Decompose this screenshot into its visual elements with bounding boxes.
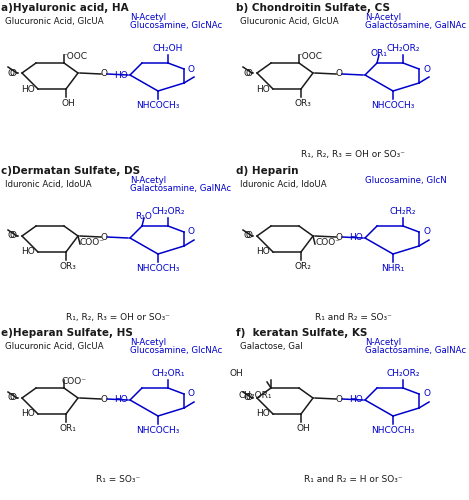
Text: Galactose, Gal: Galactose, Gal [240, 342, 303, 351]
Text: O: O [8, 394, 15, 402]
Text: COO⁻: COO⁻ [62, 377, 87, 386]
Text: CH₂OR₂: CH₂OR₂ [386, 369, 420, 378]
Text: N-Acetyl: N-Acetyl [365, 13, 401, 22]
Text: HO: HO [349, 234, 363, 242]
Text: Glucuronic Acid, GlcUA: Glucuronic Acid, GlcUA [5, 17, 104, 26]
Text: O: O [245, 394, 252, 402]
Text: Galactosamine, GalNAc: Galactosamine, GalNAc [130, 184, 231, 193]
Text: R₁O: R₁O [136, 212, 152, 221]
Text: ⁻OOC: ⁻OOC [297, 52, 322, 61]
Text: e)Heparan Sulfate, HS: e)Heparan Sulfate, HS [1, 328, 133, 338]
Text: NHCOCH₃: NHCOCH₃ [136, 264, 180, 273]
Text: HO: HO [256, 410, 270, 418]
Text: Iduronic Acid, IdoUA: Iduronic Acid, IdoUA [5, 180, 91, 189]
Text: O: O [188, 390, 195, 398]
Text: O: O [10, 232, 17, 240]
Text: HO: HO [256, 248, 270, 256]
Text: CH₂R₂: CH₂R₂ [390, 207, 416, 216]
Text: Galactosamine, GalNAc: Galactosamine, GalNAc [365, 21, 466, 30]
Text: COO⁻: COO⁻ [315, 238, 340, 247]
Text: CH₂OR₁: CH₂OR₁ [238, 392, 272, 400]
Text: Galactosamine, GalNAc: Galactosamine, GalNAc [365, 346, 466, 355]
Text: CH₂OR₂: CH₂OR₂ [151, 207, 185, 216]
Text: HO: HO [256, 84, 270, 94]
Text: N-Acetyl: N-Acetyl [130, 13, 166, 22]
Text: O: O [423, 390, 430, 398]
Text: R₁ and R₂ = H or SO₃⁻: R₁ and R₂ = H or SO₃⁻ [304, 475, 402, 484]
Text: N-Acetyl: N-Acetyl [365, 338, 401, 347]
Text: O: O [188, 64, 195, 74]
Text: HO: HO [21, 84, 35, 94]
Text: O: O [8, 68, 15, 78]
Text: O: O [423, 228, 430, 236]
Text: Glucosamine, GlcNAc: Glucosamine, GlcNAc [130, 346, 222, 355]
Text: OH: OH [229, 370, 243, 378]
Text: NHCOCH₃: NHCOCH₃ [371, 426, 415, 435]
Text: O: O [335, 394, 342, 404]
Text: O: O [10, 68, 17, 78]
Text: HO: HO [114, 70, 128, 80]
Text: O: O [423, 64, 430, 74]
Text: OH: OH [61, 99, 75, 108]
Text: R₁ = SO₃⁻: R₁ = SO₃⁻ [96, 475, 140, 484]
Text: O: O [243, 68, 250, 78]
Text: Glucosamine, GlcN: Glucosamine, GlcN [365, 176, 447, 185]
Text: R₁ and R₂ = SO₃⁻: R₁ and R₂ = SO₃⁻ [315, 313, 392, 322]
Text: O: O [335, 232, 342, 241]
Text: O: O [245, 232, 252, 240]
Text: O: O [243, 394, 250, 402]
Text: b) Chondroitin Sulfate, CS: b) Chondroitin Sulfate, CS [236, 3, 390, 13]
Text: Glucosamine, GlcNAc: Glucosamine, GlcNAc [130, 21, 222, 30]
Text: Glucuronic Acid, GlcUA: Glucuronic Acid, GlcUA [5, 342, 104, 351]
Text: O: O [335, 70, 342, 78]
Text: OH: OH [296, 424, 310, 433]
Text: OR₁: OR₁ [60, 424, 76, 433]
Text: HO: HO [114, 396, 128, 404]
Text: a)Hyaluronic acid, HA: a)Hyaluronic acid, HA [1, 3, 129, 13]
Text: OR₃: OR₃ [60, 262, 76, 271]
Text: Iduronic Acid, IdoUA: Iduronic Acid, IdoUA [240, 180, 326, 189]
Text: NHCOCH₃: NHCOCH₃ [371, 101, 415, 110]
Text: O: O [100, 232, 107, 241]
Text: c)Dermatan Sulfate, DS: c)Dermatan Sulfate, DS [1, 166, 140, 176]
Text: N-Acetyl: N-Acetyl [130, 176, 166, 185]
Text: HO: HO [349, 396, 363, 404]
Text: HO: HO [21, 410, 35, 418]
Text: CH₂OR₂: CH₂OR₂ [386, 44, 420, 53]
Text: HO: HO [21, 248, 35, 256]
Text: NHCOCH₃: NHCOCH₃ [136, 426, 180, 435]
Text: OR₃: OR₃ [295, 99, 311, 108]
Text: OR₂: OR₂ [295, 262, 311, 271]
Text: f)  keratan Sulfate, KS: f) keratan Sulfate, KS [236, 328, 367, 338]
Text: R₁, R₂, R₃ = OH or SO₃⁻: R₁, R₂, R₃ = OH or SO₃⁻ [66, 313, 170, 322]
Text: NHR₁: NHR₁ [381, 264, 405, 273]
Text: CH₂OR₁: CH₂OR₁ [151, 369, 185, 378]
Text: O: O [188, 228, 195, 236]
Text: OR₁: OR₁ [371, 49, 387, 58]
Text: Glucuronic Acid, GlcUA: Glucuronic Acid, GlcUA [240, 17, 339, 26]
Text: O: O [100, 70, 107, 78]
Text: O: O [8, 232, 15, 240]
Text: O: O [243, 232, 250, 240]
Text: NHCOCH₃: NHCOCH₃ [136, 101, 180, 110]
Text: COO⁻: COO⁻ [80, 238, 105, 247]
Text: N-Acetyl: N-Acetyl [130, 338, 166, 347]
Text: R₁, R₂, R₃ = OH or SO₃⁻: R₁, R₂, R₃ = OH or SO₃⁻ [301, 150, 405, 159]
Text: O: O [245, 68, 252, 78]
Text: d) Heparin: d) Heparin [236, 166, 298, 176]
Text: O: O [100, 394, 107, 404]
Text: ⁻OOC: ⁻OOC [62, 52, 87, 61]
Text: O: O [10, 394, 17, 402]
Text: CH₂OH: CH₂OH [153, 44, 183, 53]
